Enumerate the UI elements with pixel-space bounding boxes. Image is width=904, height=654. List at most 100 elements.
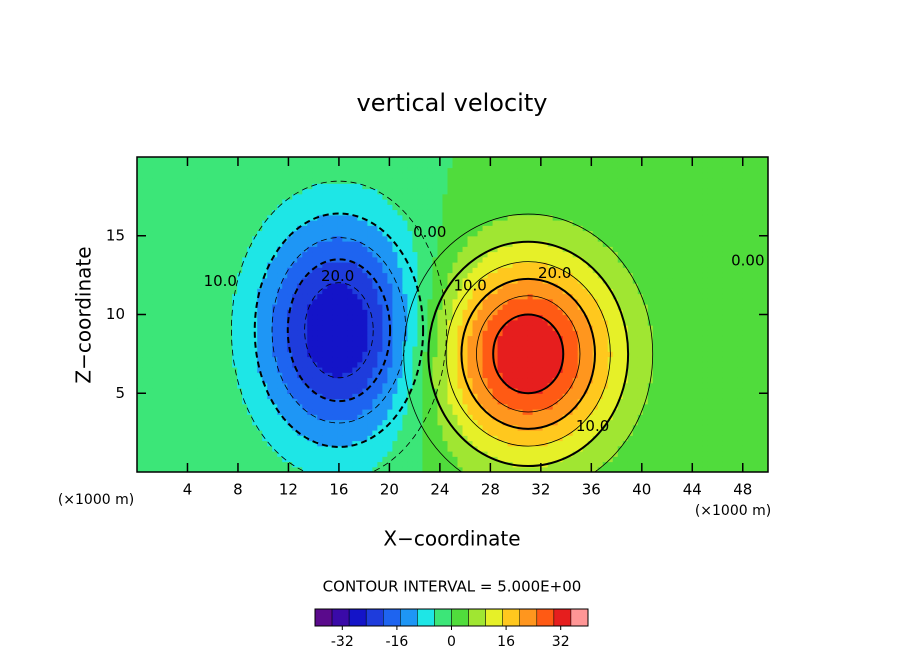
field-cell	[507, 330, 514, 337]
field-cell	[147, 435, 153, 442]
field-cell	[187, 225, 193, 232]
field-cell	[467, 251, 474, 258]
field-cell	[512, 283, 519, 289]
field-cell	[512, 162, 519, 169]
field-cell	[447, 256, 454, 263]
field-cell	[247, 267, 253, 274]
field-cell	[502, 309, 509, 316]
field-cell	[437, 209, 444, 216]
field-cell	[497, 319, 504, 326]
field-cell	[302, 356, 308, 363]
field-cell	[467, 214, 474, 221]
field-cell	[212, 293, 218, 300]
field-cell	[487, 361, 494, 368]
field-cell	[187, 419, 193, 426]
field-cell	[457, 293, 464, 300]
field-cell	[457, 340, 464, 347]
field-cell	[367, 199, 373, 205]
field-cell	[302, 314, 308, 321]
field-cell	[222, 298, 228, 305]
field-cell	[447, 440, 454, 447]
field-cell	[342, 235, 348, 242]
field-cell	[427, 162, 434, 169]
field-cell	[317, 225, 323, 232]
field-cell	[202, 440, 208, 447]
field-cell	[412, 440, 419, 447]
field-cell	[152, 325, 158, 331]
field-cell	[227, 183, 233, 190]
field-cell	[487, 409, 494, 415]
field-cell	[542, 372, 549, 379]
field-cell	[257, 225, 263, 232]
field-cell	[217, 382, 223, 389]
field-cell	[342, 204, 348, 211]
field-cell	[157, 393, 163, 400]
field-cell	[237, 346, 243, 352]
field-cell	[317, 435, 323, 442]
field-cell	[372, 199, 378, 205]
field-cell	[187, 451, 193, 457]
field-cell	[352, 167, 358, 174]
field-cell	[432, 372, 439, 379]
field-cell	[422, 414, 429, 421]
field-cell	[252, 424, 258, 431]
field-cell	[202, 461, 208, 468]
field-cell	[137, 456, 143, 463]
field-cell	[347, 241, 353, 247]
field-cell	[177, 377, 183, 384]
field-cell	[517, 319, 524, 326]
field-cell	[417, 204, 424, 211]
field-cell	[407, 309, 414, 316]
field-cell	[362, 204, 368, 211]
field-cell	[167, 267, 173, 274]
field-cell	[492, 277, 499, 284]
field-cell	[362, 435, 368, 442]
field-cell	[237, 440, 243, 447]
field-cell	[287, 204, 293, 211]
field-cell	[307, 456, 313, 463]
field-cell	[157, 178, 163, 184]
field-cell	[197, 440, 203, 447]
field-cell	[342, 430, 348, 436]
field-cell	[307, 298, 313, 305]
field-cell	[442, 157, 449, 163]
field-cell	[197, 435, 203, 442]
field-cell	[477, 167, 484, 174]
field-cell	[332, 382, 338, 389]
field-cell	[372, 209, 378, 216]
field-cell	[172, 267, 178, 274]
field-cell	[142, 267, 148, 274]
field-cell	[207, 272, 213, 279]
field-cell	[352, 277, 358, 284]
field-cell	[412, 388, 419, 394]
field-cell	[242, 445, 248, 452]
field-cell	[347, 172, 353, 179]
field-cell	[237, 188, 243, 195]
field-cell	[432, 178, 439, 184]
field-cell	[272, 372, 278, 379]
field-cell	[187, 440, 193, 447]
field-cell	[347, 466, 353, 472]
field-cell	[302, 461, 308, 468]
field-cell	[297, 167, 303, 174]
field-cell	[147, 256, 153, 263]
field-cell	[497, 367, 504, 373]
field-cell	[297, 188, 303, 195]
field-cell	[462, 293, 469, 300]
field-cell	[462, 424, 469, 431]
field-cell	[217, 456, 223, 463]
field-cell	[492, 314, 499, 321]
field-cell	[417, 325, 424, 331]
field-cell	[477, 178, 484, 184]
field-cell	[387, 167, 394, 174]
field-cell	[492, 199, 499, 205]
field-cell	[522, 361, 529, 368]
field-cell	[272, 382, 278, 389]
field-cell	[207, 319, 213, 326]
field-cell	[162, 440, 168, 447]
field-cell	[402, 277, 409, 284]
field-cell	[472, 440, 479, 447]
field-cell	[287, 435, 293, 442]
field-cell	[222, 340, 228, 347]
field-cell	[447, 451, 454, 457]
